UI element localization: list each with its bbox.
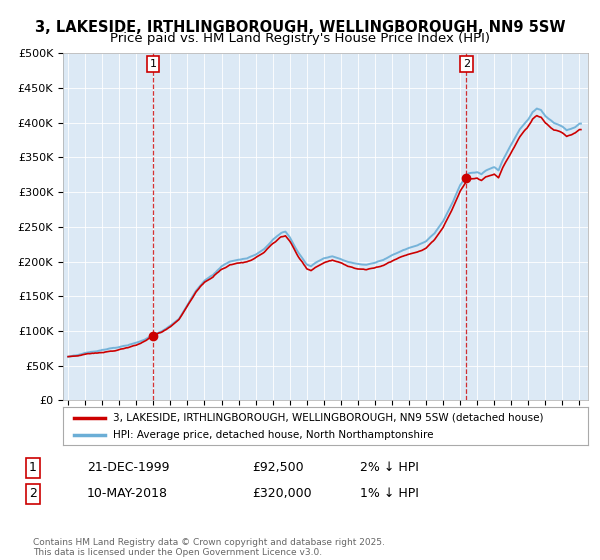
Text: 1: 1	[149, 59, 157, 69]
Text: £320,000: £320,000	[252, 487, 311, 501]
Text: 1% ↓ HPI: 1% ↓ HPI	[360, 487, 419, 501]
Text: Price paid vs. HM Land Registry's House Price Index (HPI): Price paid vs. HM Land Registry's House …	[110, 32, 490, 45]
Text: 2: 2	[29, 487, 37, 501]
Text: 10-MAY-2018: 10-MAY-2018	[87, 487, 168, 501]
Text: Contains HM Land Registry data © Crown copyright and database right 2025.
This d: Contains HM Land Registry data © Crown c…	[33, 538, 385, 557]
Text: £92,500: £92,500	[252, 461, 304, 474]
Text: HPI: Average price, detached house, North Northamptonshire: HPI: Average price, detached house, Nort…	[113, 430, 433, 440]
Text: 2% ↓ HPI: 2% ↓ HPI	[360, 461, 419, 474]
Text: 1: 1	[29, 461, 37, 474]
Text: 3, LAKESIDE, IRTHLINGBOROUGH, WELLINGBOROUGH, NN9 5SW: 3, LAKESIDE, IRTHLINGBOROUGH, WELLINGBOR…	[35, 20, 565, 35]
Text: 3, LAKESIDE, IRTHLINGBOROUGH, WELLINGBOROUGH, NN9 5SW (detached house): 3, LAKESIDE, IRTHLINGBOROUGH, WELLINGBOR…	[113, 413, 544, 423]
Text: 21-DEC-1999: 21-DEC-1999	[87, 461, 170, 474]
Text: 2: 2	[463, 59, 470, 69]
